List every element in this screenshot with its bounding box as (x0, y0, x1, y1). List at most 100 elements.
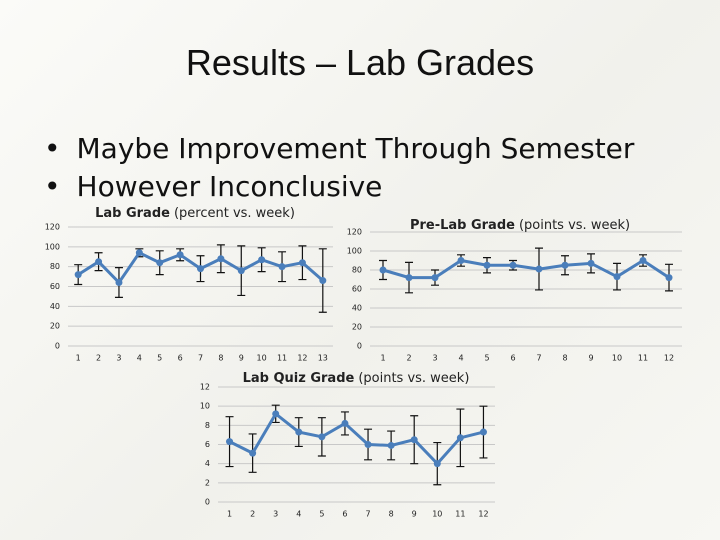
y-tick-label: 20 (50, 322, 60, 331)
data-point (156, 259, 164, 267)
data-point (457, 257, 465, 264)
y-tick-label: 0 (55, 342, 60, 351)
data-point (639, 257, 647, 264)
x-tick-label: 5 (484, 354, 489, 363)
data-point (431, 274, 439, 282)
x-tick-label: 7 (198, 354, 203, 363)
x-tick-label: 4 (296, 510, 301, 519)
data-point (433, 460, 441, 468)
y-tick-label: 10 (200, 402, 210, 411)
x-tick-label: 1 (227, 510, 232, 519)
data-point (115, 279, 123, 287)
x-tick-label: 8 (389, 510, 394, 519)
y-tick-label: 60 (352, 285, 362, 294)
x-tick-label: 8 (562, 354, 567, 363)
x-tick-label: 10 (257, 354, 267, 363)
data-point (587, 259, 595, 267)
bullet-list: Maybe Improvement Through Semester Howev… (44, 130, 635, 206)
slide-title: Results – Lab Grades (185, 42, 535, 83)
data-point (237, 267, 245, 275)
x-tick-label: 2 (406, 354, 411, 363)
x-tick-label: 12 (478, 510, 488, 519)
x-tick-label: 1 (76, 354, 81, 363)
data-point (483, 261, 491, 269)
data-point (95, 258, 103, 266)
y-tick-label: 40 (352, 304, 362, 313)
data-point (341, 419, 349, 427)
data-point (410, 436, 418, 444)
data-point (479, 428, 487, 436)
x-tick-label: 7 (536, 354, 541, 363)
bullet: Maybe Improvement Through Semester (44, 130, 635, 168)
chart-title: Pre-Lab Grade (points vs. week) (410, 218, 630, 233)
y-tick-label: 60 (50, 282, 60, 291)
data-point (379, 266, 387, 274)
x-tick-label: 5 (319, 510, 324, 519)
x-tick-label: 1 (380, 354, 385, 363)
data-point (197, 265, 204, 273)
x-tick-label: 2 (96, 354, 101, 363)
y-tick-label: 120 (45, 223, 60, 232)
data-point (405, 274, 413, 282)
x-tick-label: 5 (157, 354, 162, 363)
y-tick-label: 80 (50, 262, 60, 271)
chart-subtitle: (points vs. week) (519, 218, 630, 233)
bullet: However Inconclusive (44, 168, 634, 206)
x-tick-label: 10 (612, 354, 622, 363)
x-tick-label: 6 (342, 510, 347, 519)
y-tick-label: 12 (200, 383, 210, 392)
data-point (387, 441, 395, 449)
data-point (561, 261, 569, 269)
data-point (226, 438, 234, 446)
data-point (613, 273, 621, 281)
x-tick-label: 12 (664, 354, 674, 363)
series-line (382, 258, 670, 280)
data-point (364, 441, 372, 448)
y-tick-label: 0 (205, 498, 210, 507)
x-tick-label: 11 (455, 510, 465, 519)
chart-title-main: Pre-Lab Grade (410, 218, 515, 233)
chart-title-main: Lab Grade (95, 206, 170, 221)
data-point (318, 433, 326, 441)
y-tick-label: 80 (352, 266, 362, 275)
x-tick-label: 13 (318, 354, 328, 363)
x-tick-label: 7 (365, 510, 370, 519)
chart-title-main: Lab Quiz Grade (243, 371, 355, 386)
data-point (176, 251, 184, 259)
y-tick-label: 6 (205, 440, 210, 449)
data-point (509, 261, 517, 269)
x-tick-label: 10 (432, 510, 442, 519)
y-tick-label: 8 (205, 421, 210, 430)
x-tick-label: 4 (458, 354, 463, 363)
x-tick-label: 3 (116, 354, 121, 363)
series-line (228, 411, 484, 466)
x-tick-label: 9 (412, 510, 417, 519)
y-tick-label: 100 (45, 242, 60, 251)
y-tick-label: 40 (50, 302, 60, 311)
data-point (272, 410, 280, 418)
x-tick-label: 11 (638, 354, 648, 363)
y-tick-label: 0 (357, 342, 362, 351)
data-point (319, 277, 327, 285)
x-tick-label: 3 (432, 354, 437, 363)
data-point (665, 274, 673, 282)
x-tick-label: 11 (277, 354, 287, 363)
data-point (295, 428, 303, 436)
x-tick-label: 2 (250, 510, 255, 519)
chart-title: Lab Quiz Grade (points vs. week) (243, 371, 470, 386)
data-point (278, 263, 286, 271)
data-point (298, 259, 306, 267)
data-point (535, 265, 543, 273)
data-point (249, 449, 257, 457)
data-point (258, 256, 266, 264)
x-tick-label: 8 (218, 354, 223, 363)
data-point (456, 434, 464, 442)
y-tick-label: 2 (205, 478, 210, 487)
y-tick-label: 20 (352, 323, 362, 332)
x-tick-label: 4 (137, 354, 142, 363)
data-point (74, 271, 82, 279)
chart-subtitle: (percent vs. week) (174, 206, 295, 221)
x-tick-label: 12 (297, 354, 307, 363)
